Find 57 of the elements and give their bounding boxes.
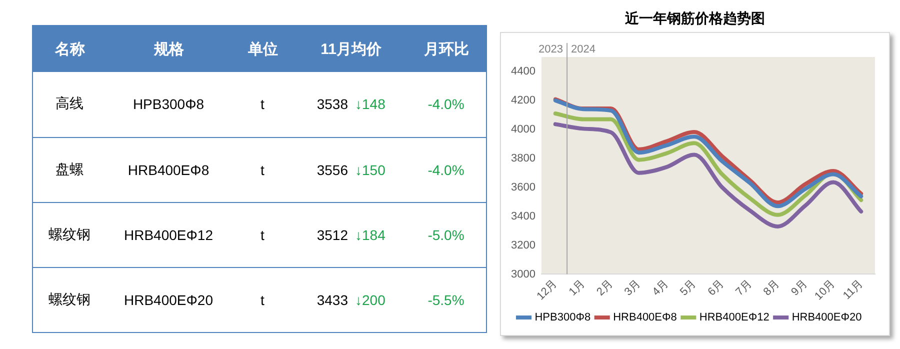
text: HRB400EΦ20 [123, 290, 214, 310]
y-tick-label: 3400 [510, 210, 536, 222]
x-tick-label: 3月 [622, 278, 644, 298]
category-label: 月环比 [423, 40, 470, 60]
x-tick-label: 10月 [812, 278, 838, 303]
y-tick-label: 3600 [510, 181, 536, 194]
x-tick-label: 11月 [841, 278, 866, 302]
text: t [260, 226, 266, 244]
text: t [260, 160, 266, 180]
text: ↓184 [354, 226, 386, 244]
y-tick-label: 3000 [510, 268, 536, 280]
legend-label: HRB400EΦ8 [613, 312, 677, 324]
text: 3556 [316, 160, 349, 180]
text: 螺纹钢 [48, 224, 92, 244]
x-tick-label: 4月 [650, 278, 671, 298]
text: HPB300Φ8 [132, 95, 206, 114]
chart-title: 近一年钢筋价格趋势图 [624, 10, 766, 28]
text: 3433 [316, 290, 349, 310]
text: ↓200 [354, 290, 386, 310]
text: t [260, 290, 266, 310]
category-label: 名称 [54, 40, 86, 60]
ref-line-label: 2024 [571, 44, 596, 56]
text: ↓148 [354, 95, 386, 114]
category-label: 单位 [247, 40, 279, 60]
y-tick-label: 3200 [510, 239, 536, 252]
y-tick-label: 4400 [510, 66, 536, 78]
category-label: 规格 [152, 40, 185, 60]
text: 盘螺 [54, 160, 84, 178]
x-tick-label: 1月 [566, 278, 588, 298]
x-tick-label: 8月 [761, 278, 782, 298]
y-tick-label: 3800 [510, 152, 536, 164]
text: -5.0% [426, 226, 466, 244]
text: ↓150 [354, 160, 386, 180]
y-tick-label: 4000 [510, 123, 536, 136]
text: 3538 [316, 95, 349, 114]
x-tick-label: 2月 [594, 278, 616, 298]
legend-label: HPB300Φ8 [534, 312, 591, 324]
text: -5.5% [426, 290, 466, 310]
category-label: 11月均价 [320, 40, 382, 60]
text: -4.0% [426, 95, 466, 114]
text: t [260, 95, 266, 114]
text: 2023 [538, 44, 564, 56]
line-series [553, 122, 864, 228]
x-tick-label: 12月 [534, 278, 560, 303]
x-tick-label: 5月 [678, 278, 699, 298]
text: -4.0% [426, 160, 466, 180]
y-tick-label: 4200 [510, 94, 536, 106]
text: 高线 [54, 94, 84, 114]
x-tick-label: 6月 [706, 278, 726, 298]
legend-label: HRB400EΦ20 [792, 312, 862, 324]
text: 螺纹钢 [48, 290, 92, 309]
text: 3512 [316, 226, 349, 244]
x-tick-label: 9月 [789, 278, 810, 298]
text: HRB400EΦ12 [123, 226, 214, 244]
legend-label: HRB400EΦ12 [699, 312, 770, 324]
text: HRB400EΦ8 [126, 160, 210, 180]
x-tick-label: 7月 [734, 278, 754, 298]
